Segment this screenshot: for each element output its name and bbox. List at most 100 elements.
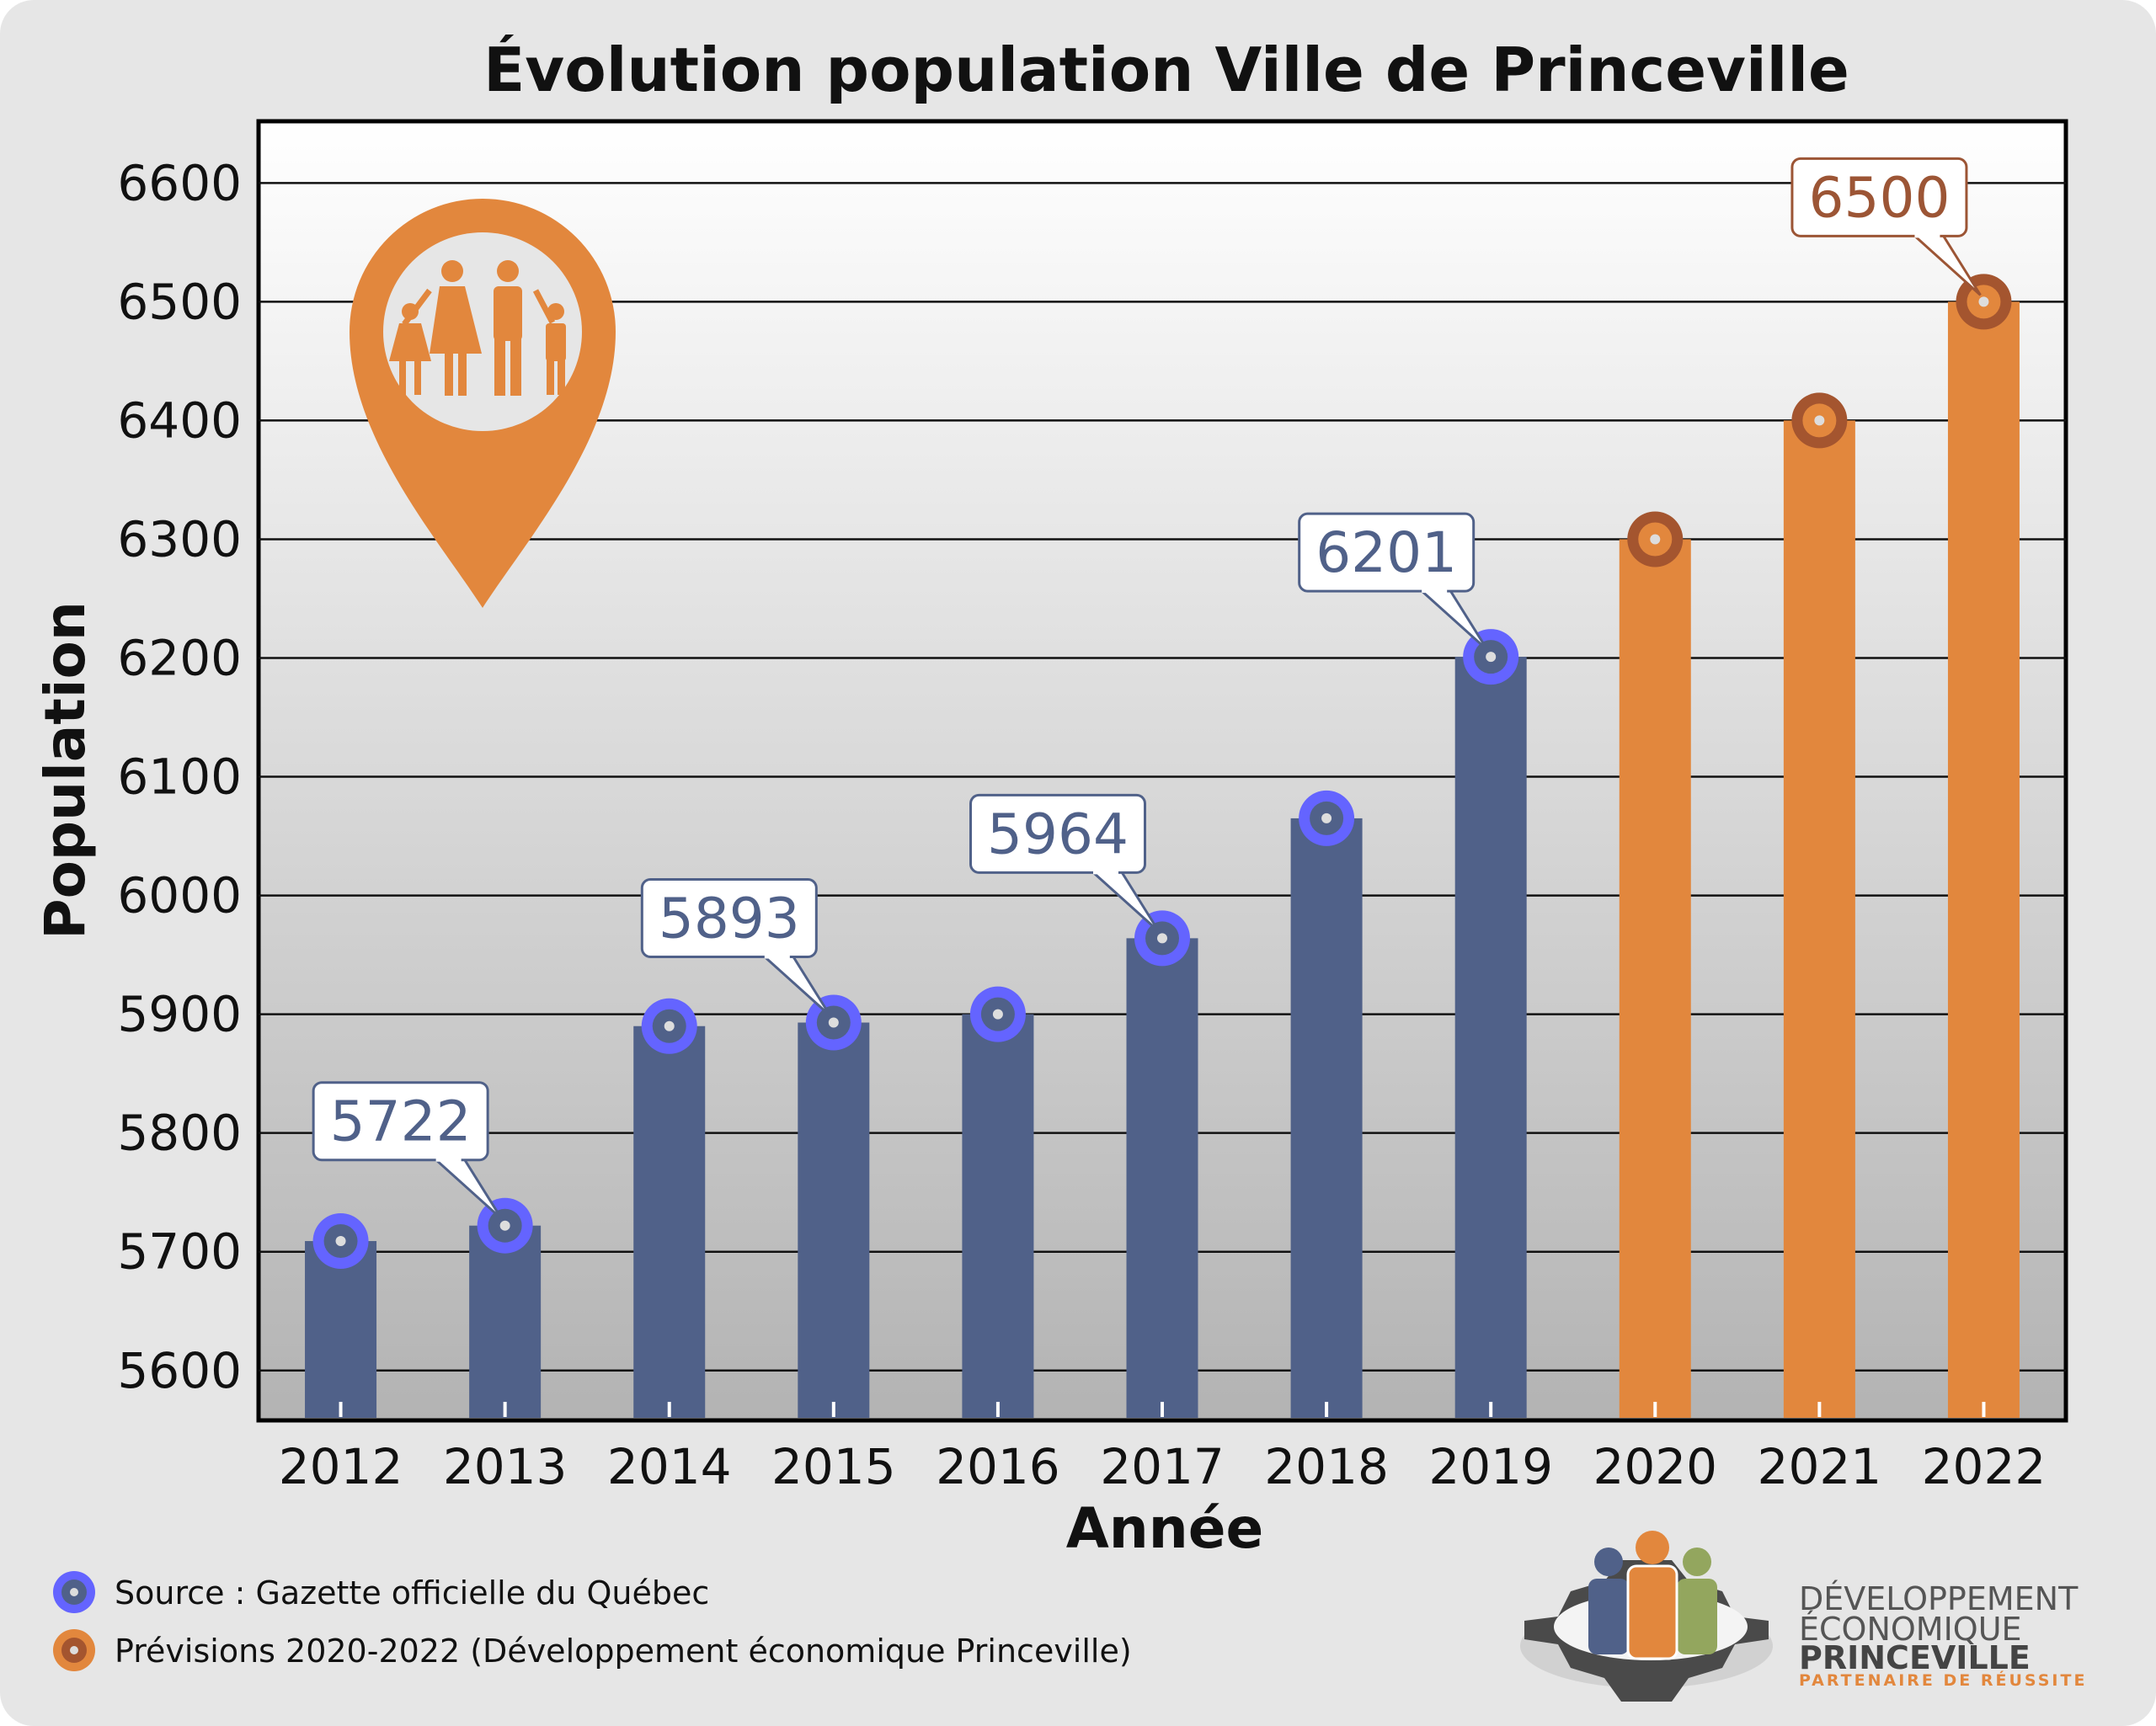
marker-2021 <box>1791 392 1848 449</box>
bar-tick <box>1325 1402 1329 1417</box>
callout-box <box>1298 512 1476 593</box>
logo-tagline: PARTENAIRE DE RÉUSSITE <box>1799 1670 2087 1690</box>
marker-2012 <box>312 1213 369 1270</box>
data-label-text: 6201 <box>1315 520 1457 585</box>
data-label-2015: 5893 <box>640 878 832 1017</box>
dep-logo: DÉVELOPPEMENT ÉCONOMIQUE PRINCEVILLE PAR… <box>1520 1531 2087 1702</box>
bar-2022 <box>1947 301 2020 1418</box>
marker-center <box>828 1017 839 1028</box>
bar-tick <box>995 1402 1000 1417</box>
data-label-2017: 5964 <box>969 793 1161 933</box>
y-tick-label: 5700 <box>117 1223 242 1281</box>
callout-box <box>969 793 1146 874</box>
x-tick-label: 2014 <box>607 1438 732 1495</box>
y-tick-label: 5900 <box>117 986 242 1043</box>
bar-2017 <box>1126 938 1198 1418</box>
y-tick-label: 5600 <box>117 1342 242 1399</box>
marker-2018 <box>1299 790 1355 846</box>
data-label-2019: 6201 <box>1298 512 1489 652</box>
marker-center <box>1321 812 1332 823</box>
x-tick-label: 2020 <box>1593 1438 1717 1495</box>
bar-tick <box>667 1402 671 1417</box>
chart-title: Évolution population Ville de Princevill… <box>483 35 1849 105</box>
callout-join <box>1914 231 1940 238</box>
callout-box <box>312 1081 489 1162</box>
marker-center <box>1978 296 1989 307</box>
marker-2016 <box>969 986 1026 1042</box>
callout-join <box>1422 586 1448 594</box>
marker-2015 <box>805 994 862 1051</box>
legend-label-source: Source : Gazette officielle du Québec <box>115 1574 709 1611</box>
y-tick-label: 6100 <box>117 748 242 806</box>
data-label-2013: 5722 <box>312 1081 503 1220</box>
y-tick-label: 5800 <box>117 1105 242 1162</box>
legend-marker-source <box>53 1571 95 1613</box>
markers <box>312 274 2012 1270</box>
bar-2013 <box>469 1225 542 1418</box>
bar-tick <box>339 1402 343 1417</box>
bar-2021 <box>1783 420 1855 1418</box>
y-tick-label: 6400 <box>117 392 242 449</box>
data-label-text: 6500 <box>1808 165 1950 230</box>
y-tick-label: 6500 <box>117 273 242 330</box>
bar-tick <box>831 1402 835 1417</box>
marker-2020 <box>1627 511 1684 567</box>
bar-tick <box>1982 1402 1986 1417</box>
bar-2018 <box>1290 818 1363 1418</box>
data-label-text: 5722 <box>330 1089 472 1154</box>
data-label-2022: 6500 <box>1790 157 1982 296</box>
data-label-text: 5964 <box>987 802 1129 866</box>
marker-2014 <box>641 998 697 1054</box>
marker-2019 <box>1463 629 1519 685</box>
logo-line2: ÉCONOMIQUE <box>1799 1611 2022 1648</box>
x-tick-labels: 2012 2013 2014 2015 2016 2017 2018 2019 2020 2021… <box>279 1438 2047 1495</box>
x-tick-label: 2012 <box>279 1438 403 1495</box>
legend-marker-forecast <box>53 1629 95 1671</box>
marker-center <box>1486 652 1497 663</box>
y-tick-labels: 5600 5700 5800 5900 6000 6100 6200 6300 6400 6500… <box>117 154 242 1398</box>
callout-box <box>640 878 818 959</box>
marker-center <box>1814 415 1825 426</box>
x-tick-label: 2017 <box>1100 1438 1225 1495</box>
x-tick-label: 2015 <box>771 1438 896 1495</box>
logo-line3: PRINCEVILLE <box>1799 1639 2031 1676</box>
legend-label-forecast: Prévisions 2020-2022 (Développement écon… <box>115 1633 1132 1670</box>
bar-tick <box>1817 1402 1822 1417</box>
y-tick-label: 6300 <box>117 510 242 567</box>
y-tick-label: 6200 <box>117 630 242 687</box>
x-tick-label: 2013 <box>443 1438 568 1495</box>
x-tick-label: 2022 <box>1922 1438 2047 1495</box>
marker-center <box>335 1236 346 1247</box>
bar-tick <box>1489 1402 1493 1417</box>
data-label-text: 5893 <box>659 887 800 951</box>
x-axis-label: Année <box>1066 1496 1264 1561</box>
x-tick-label: 2019 <box>1428 1438 1553 1495</box>
callout-join <box>1093 867 1118 875</box>
bar-2015 <box>798 1022 870 1418</box>
y-tick-label: 6600 <box>117 154 242 211</box>
map-pin-family-icon <box>350 199 616 608</box>
marker-2022 <box>1956 274 2012 330</box>
y-tick-label: 6000 <box>117 867 242 924</box>
bar-2016 <box>962 1014 1034 1418</box>
legend: Source : Gazette officielle du Québec Pr… <box>53 1571 1132 1671</box>
callout-join <box>764 951 790 959</box>
x-tick-label: 2021 <box>1758 1438 1882 1495</box>
data-labels: 5722 5893 5964 6201 6500 <box>312 157 1982 1220</box>
bars <box>305 301 2020 1418</box>
marker-center <box>992 1009 1003 1020</box>
logo-line1: DÉVELOPPEMENT <box>1799 1580 2079 1617</box>
marker-2017 <box>1134 910 1190 967</box>
callout-join <box>435 1154 462 1162</box>
marker-2013 <box>477 1197 533 1254</box>
bar-2014 <box>633 1025 706 1418</box>
bar-tick <box>503 1402 507 1417</box>
callout-box <box>1790 157 1968 237</box>
marker-center <box>1157 933 1167 944</box>
bar-2012 <box>305 1241 377 1418</box>
y-axis-label: Population <box>33 601 98 940</box>
bar-2019 <box>1454 657 1527 1418</box>
x-tick-label: 2018 <box>1264 1438 1389 1495</box>
marker-center <box>664 1020 675 1031</box>
